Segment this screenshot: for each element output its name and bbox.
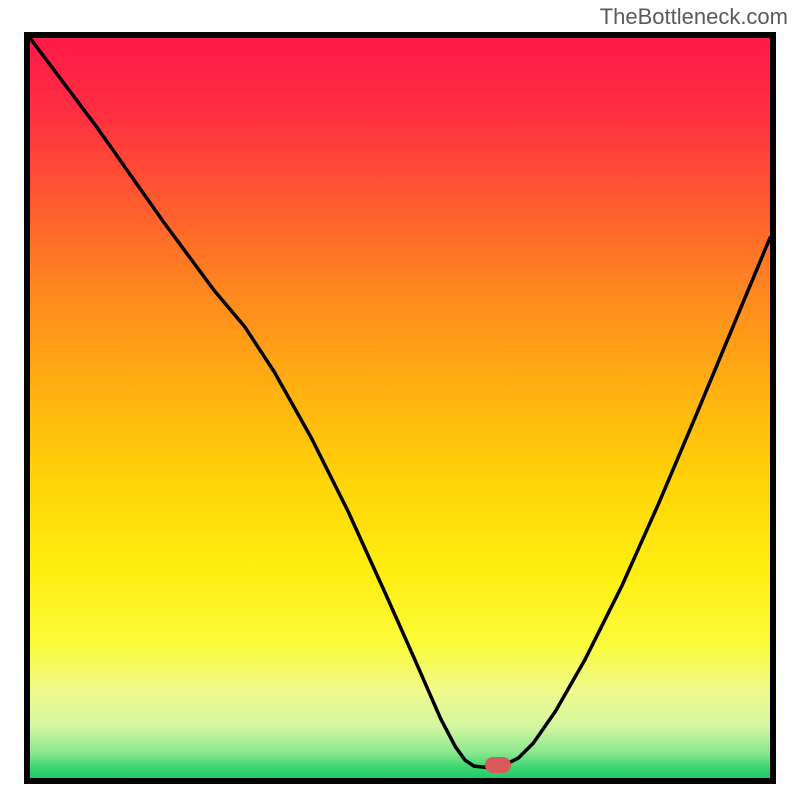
optimal-point-marker [485, 757, 511, 773]
watermark-text: TheBottleneck.com [600, 4, 788, 30]
bottleneck-curve [30, 38, 770, 778]
chart-frame [24, 32, 776, 784]
